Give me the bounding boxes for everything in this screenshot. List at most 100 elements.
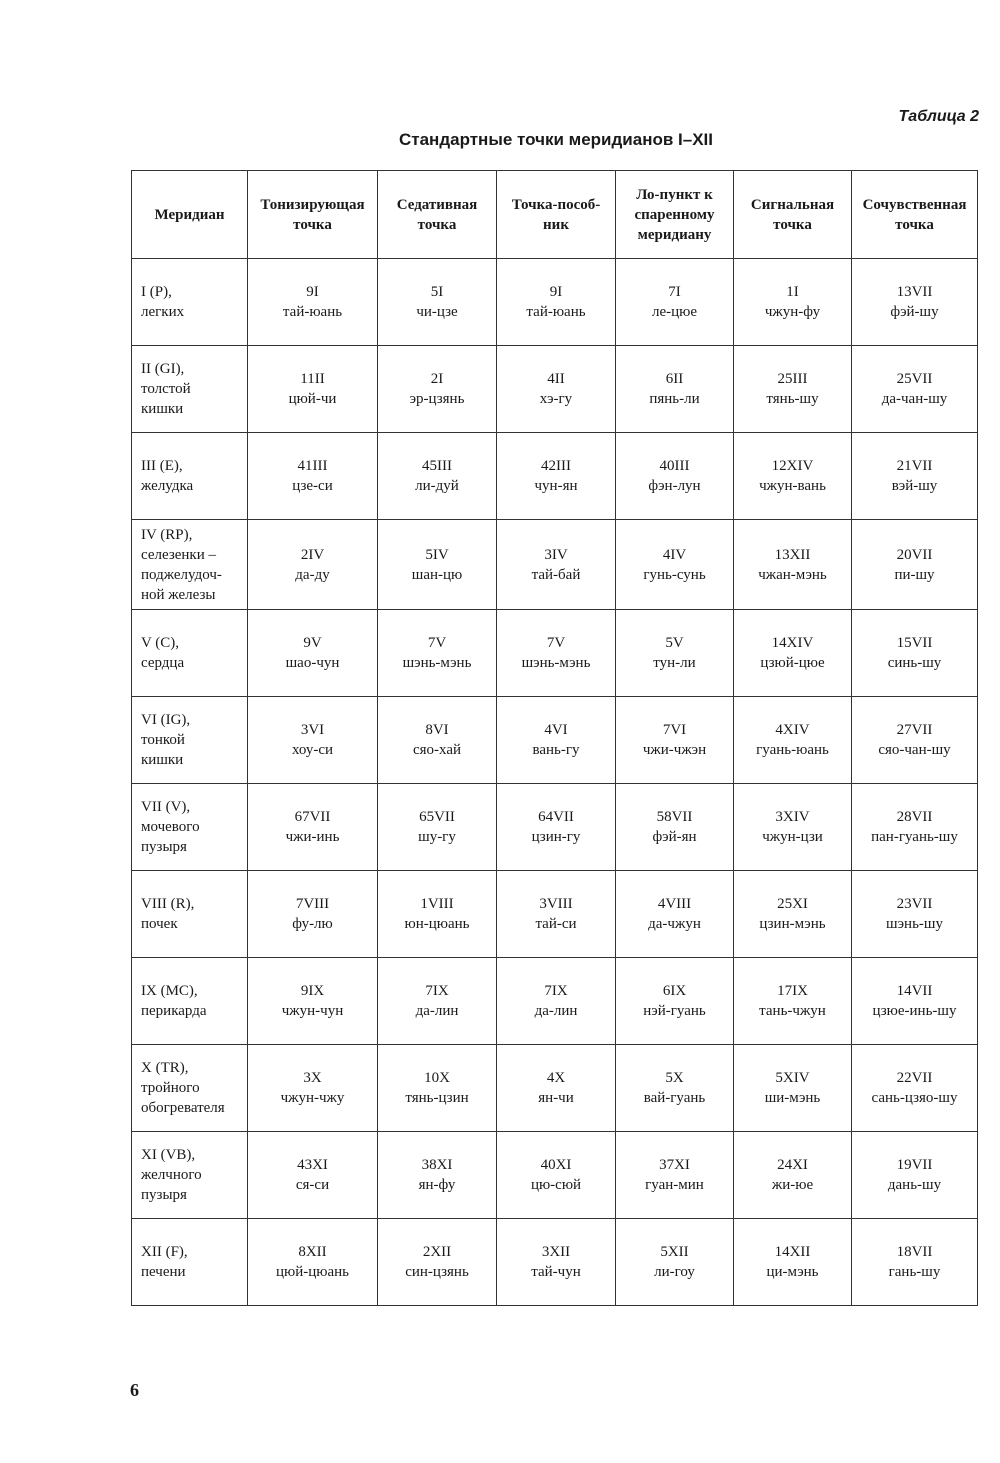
point-code: 42III xyxy=(541,458,571,474)
page-number: 6 xyxy=(130,1380,139,1400)
table-label: Таблица 2 xyxy=(898,108,979,125)
point-cell: 41III цзе-си xyxy=(247,432,378,520)
point-code: 4VIII xyxy=(657,896,692,912)
point-cell: 58VII фэй-ян xyxy=(615,783,734,871)
point-cell: 5IV шан-цю xyxy=(377,519,497,610)
meridian-cell: IV (RP), селезенки – поджелудоч- ной жел… xyxy=(131,519,248,610)
point-cell: 28VII пан-гуань-шу xyxy=(851,783,978,871)
point-cell: 7VI чжи-чжэн xyxy=(615,696,734,784)
point-cell: 9I тай-юань xyxy=(247,258,378,346)
point-code: 2I xyxy=(430,371,444,387)
table-row: I (P), легких 9I тай-юань 5I чи-цзе 9I тай-юан… xyxy=(131,258,978,346)
point-name: фу-лю xyxy=(292,916,333,932)
point-name: фэн-лун xyxy=(648,478,701,494)
point-code: 67VII xyxy=(294,809,331,825)
point-cell: 5XII ли-гоу xyxy=(615,1218,734,1306)
point-code: 23VII xyxy=(896,896,933,912)
point-name: вай-гуань xyxy=(643,1090,706,1106)
meridian-cell: XI (VB), желчного пузыря xyxy=(131,1131,248,1219)
point-code: 14XIV xyxy=(771,635,814,651)
point-code: 13VII xyxy=(896,284,933,300)
point-code: 7VI xyxy=(662,722,687,738)
point-code: 25XI xyxy=(777,896,808,912)
point-code: 40XI xyxy=(540,1157,572,1173)
point-cell: 4VIII да-чжун xyxy=(615,870,734,958)
point-cell: 14VII цзюе-инь-шу xyxy=(851,957,978,1045)
point-cell: 3X чжун-чжу xyxy=(247,1044,378,1132)
point-code: 45III xyxy=(422,458,452,474)
point-cell: 40XI цю-сюй xyxy=(496,1131,616,1219)
point-cell: 3IV тай-бай xyxy=(496,519,616,610)
point-name: гань-шу xyxy=(888,1264,941,1280)
point-cell: 5X вай-гуань xyxy=(615,1044,734,1132)
point-code: 4XIV xyxy=(775,722,810,738)
point-cell: 8XII цюй-цюань xyxy=(247,1218,378,1306)
point-code: 5I xyxy=(430,284,444,300)
point-code: 4II xyxy=(547,371,565,387)
point-name: вань-гу xyxy=(532,742,580,758)
point-cell: 65VII шу-гу xyxy=(377,783,497,871)
point-code: 10X xyxy=(424,1070,450,1086)
point-code: 5XII xyxy=(660,1244,689,1260)
column-header: Ло-пункт к спаренному меридиану xyxy=(615,170,734,259)
point-code: 7V xyxy=(427,635,447,651)
point-name: ян-чи xyxy=(538,1090,574,1106)
point-cell: 7V шэнь-мэнь xyxy=(377,609,497,697)
point-code: 17IX xyxy=(777,983,808,999)
meridian-cell: VIII (R), почек xyxy=(131,870,248,958)
point-name: хэ-гу xyxy=(539,391,573,407)
point-cell: 2XII син-цзянь xyxy=(377,1218,497,1306)
point-cell: 4II хэ-гу xyxy=(496,345,616,433)
meridian-cell: VII (V), мочевого пузыря xyxy=(131,783,248,871)
point-name: да-чжун xyxy=(648,916,701,932)
point-name: шао-чун xyxy=(285,655,340,671)
point-code: 9I xyxy=(549,284,563,300)
point-name: вэй-шу xyxy=(891,478,938,494)
point-cell: 19VII дань-шу xyxy=(851,1131,978,1219)
point-code: 7IX xyxy=(544,983,568,999)
table-row: XII (F), печени 8XII цюй-цюань 2XII син-цзян… xyxy=(131,1218,978,1306)
point-code: 3XIV xyxy=(775,809,810,825)
point-name: ци-мэнь xyxy=(766,1264,819,1280)
point-name: цзе-си xyxy=(292,478,333,494)
point-cell: 45III ли-дуй xyxy=(377,432,497,520)
point-code: 5IV xyxy=(425,546,449,563)
point-cell: 67VII чжи-инь xyxy=(247,783,378,871)
point-name: ли-дуй xyxy=(415,478,459,494)
point-cell: 14XIV цзюй-цюе xyxy=(733,609,852,697)
meridian-cell: XII (F), печени xyxy=(131,1218,248,1306)
table-row: IV (RP), селезенки – поджелудоч- ной жел… xyxy=(131,519,978,610)
point-name: сань-цзяо-шу xyxy=(871,1090,958,1106)
point-name: шан-цю xyxy=(411,566,463,583)
point-cell: 6IX нэй-гуань xyxy=(615,957,734,1045)
point-cell: 8VI сяо-хай xyxy=(377,696,497,784)
point-code: 4IV xyxy=(662,546,687,563)
point-name: цзюе-инь-шу xyxy=(872,1003,957,1019)
point-name: син-цзянь xyxy=(405,1264,469,1280)
point-code: 28VII xyxy=(896,809,933,825)
point-code: 1VIII xyxy=(420,896,454,912)
point-code: 5X xyxy=(665,1070,684,1086)
point-name: пянь-ли xyxy=(649,391,700,407)
point-name: да-лин xyxy=(415,1003,459,1019)
point-code: 38XI xyxy=(421,1157,453,1173)
point-name: цю-сюй xyxy=(530,1177,582,1193)
table-row: III (E), желудка 41III цзе-си 45III ли-дуй 42… xyxy=(131,432,978,520)
point-cell: 23VII шэнь-шу xyxy=(851,870,978,958)
point-code: 24XI xyxy=(777,1157,808,1173)
point-name: чжун-фу xyxy=(764,304,821,320)
point-name: да-ду xyxy=(295,566,330,583)
point-cell: 21VII вэй-шу xyxy=(851,432,978,520)
point-cell: 22VII сань-цзяо-шу xyxy=(851,1044,978,1132)
point-cell: 13VII фэй-шу xyxy=(851,258,978,346)
point-name: да-лин xyxy=(534,1003,578,1019)
point-code: 3VIII xyxy=(539,896,573,912)
point-name: да-чан-шу xyxy=(881,391,948,407)
meridian-cell: X (TR), тройного обогревателя xyxy=(131,1044,248,1132)
point-code: 5XIV xyxy=(775,1070,810,1086)
point-code: 25VII xyxy=(896,371,933,387)
table-title: Стандартные точки меридианов I–XII xyxy=(399,130,713,149)
point-code: 37XI xyxy=(659,1157,690,1173)
point-name: цюй-чи xyxy=(288,391,337,407)
point-code: 8XII xyxy=(298,1244,327,1260)
